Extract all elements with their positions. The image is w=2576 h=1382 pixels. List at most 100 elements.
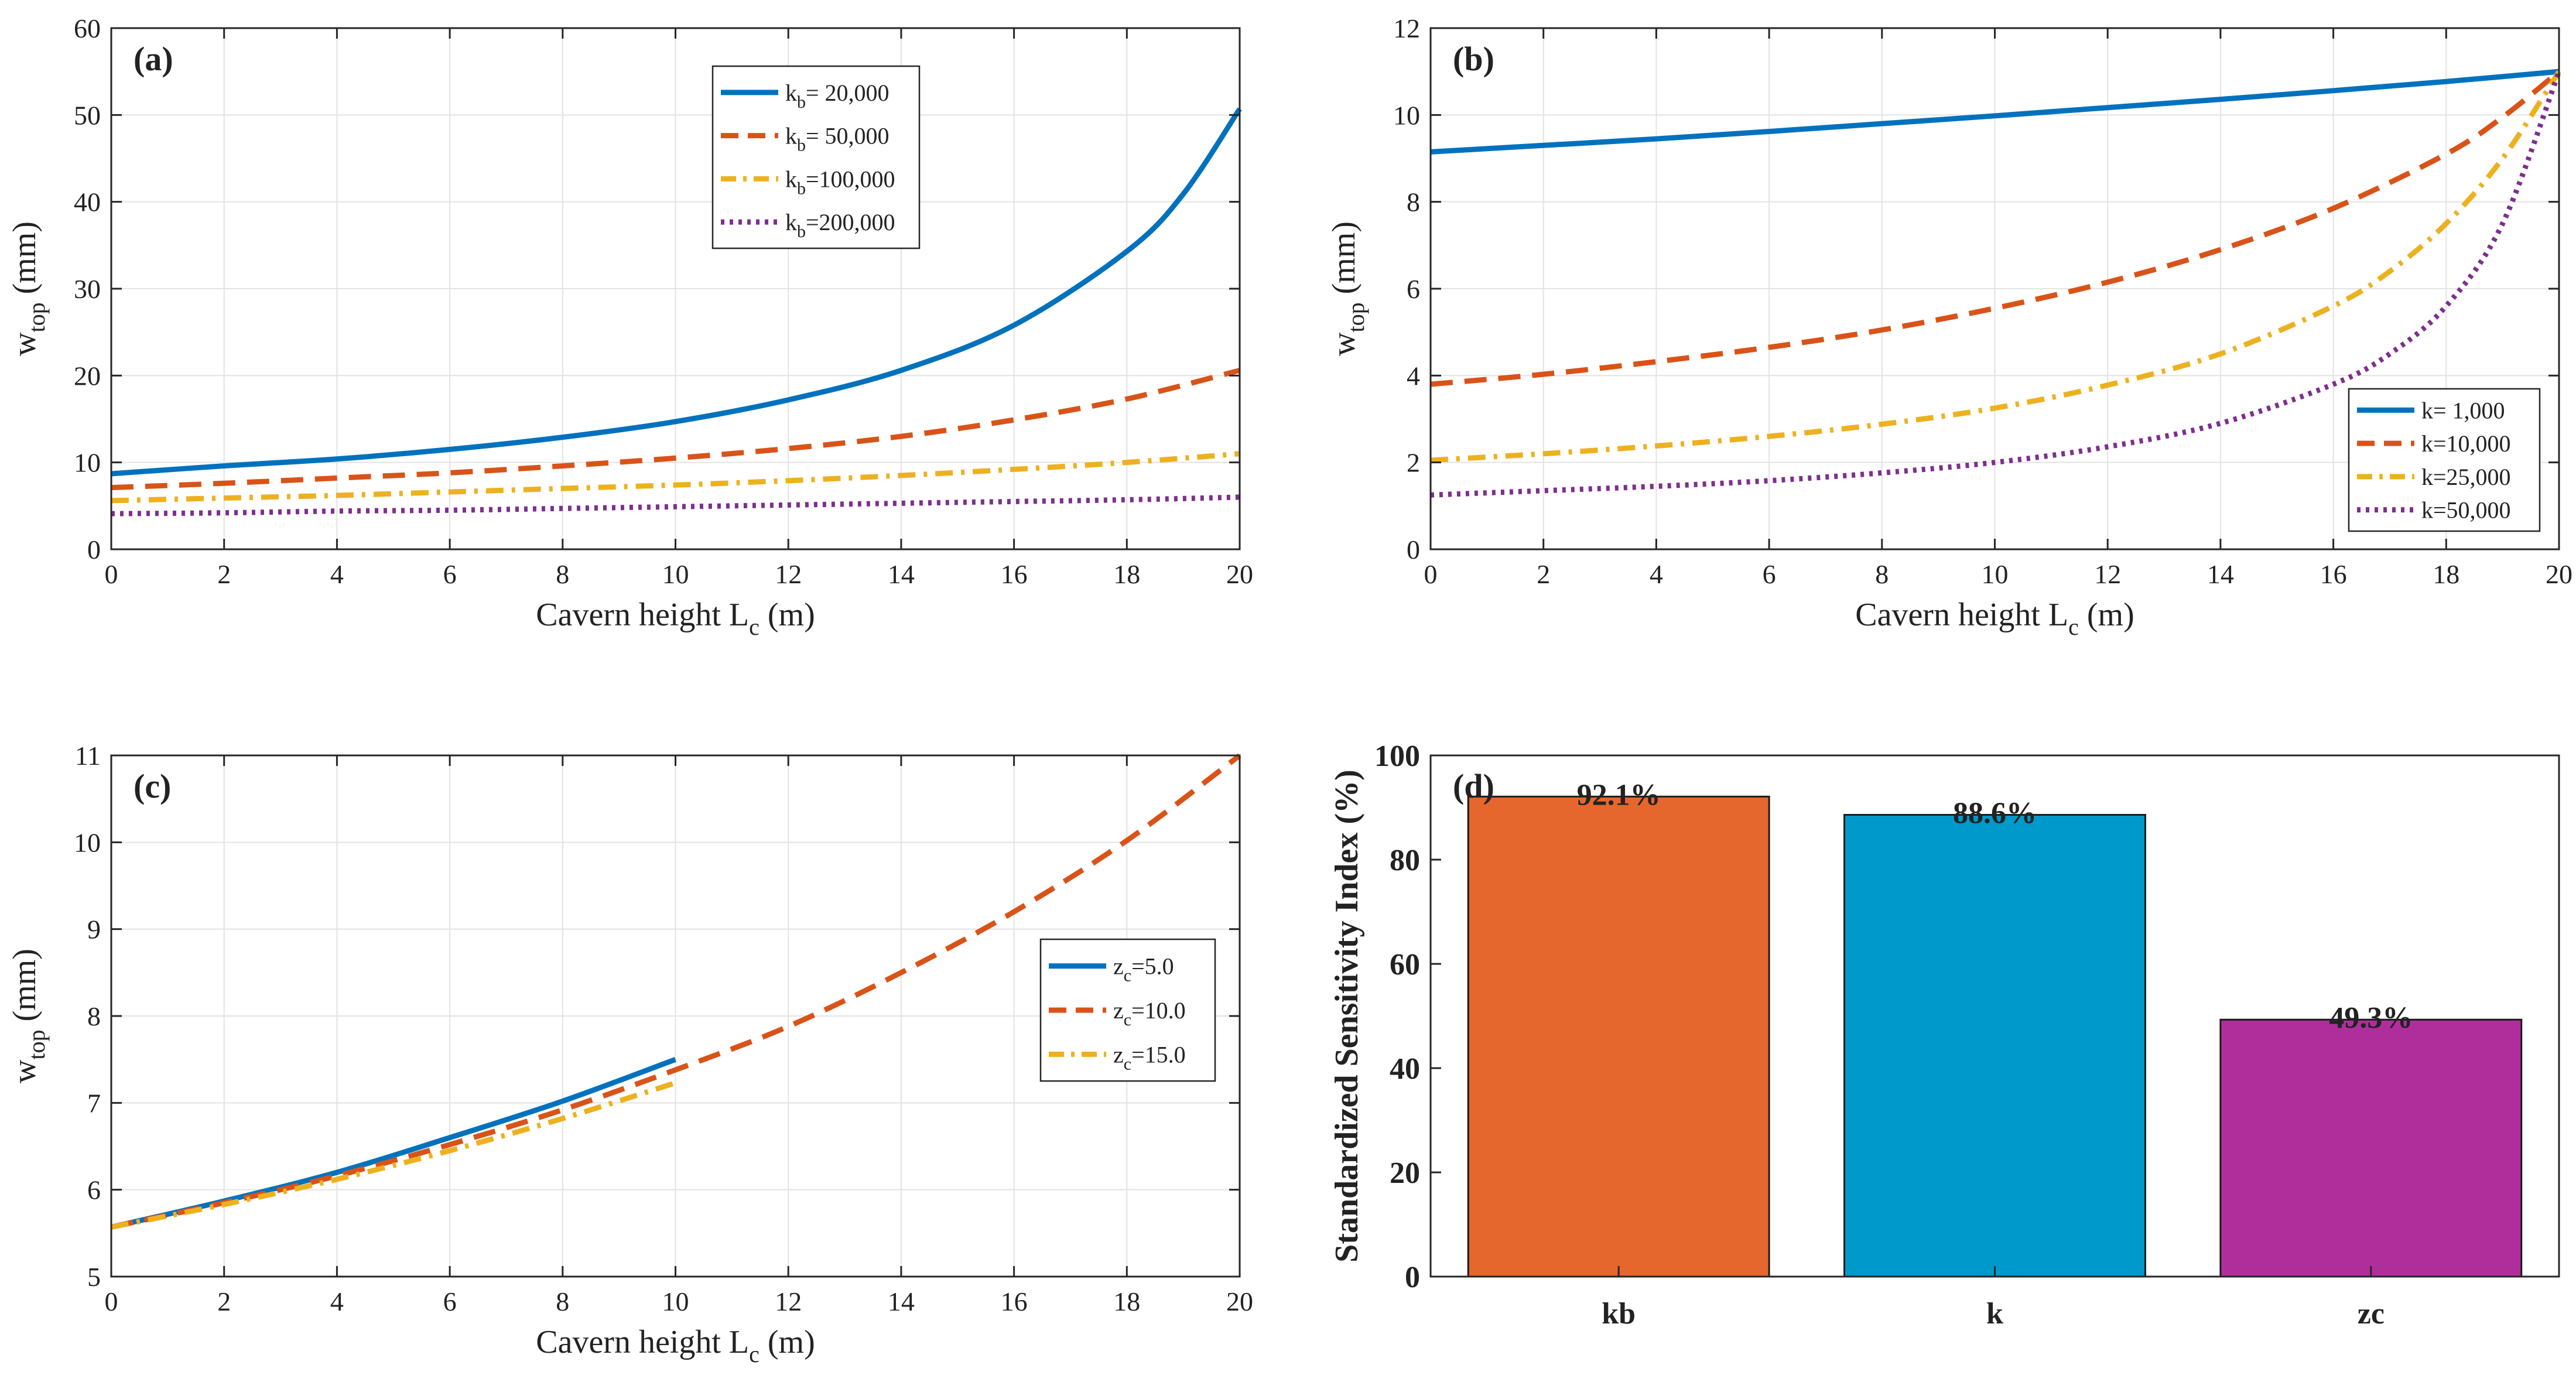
x-axis-label-part: (m): [2079, 597, 2134, 633]
legend-label-0-part: z: [1113, 953, 1124, 980]
y-axis-label-part: (mm): [6, 949, 43, 1029]
y-axis-label-part: top: [23, 302, 50, 332]
x-tick-label: 10: [662, 559, 689, 589]
y-tick-label: 0: [1405, 1261, 1420, 1294]
legend-label-2-part: z: [1113, 1041, 1124, 1068]
y-tick-label: 5: [87, 1262, 101, 1292]
legend-label-0-part: c: [1124, 966, 1131, 986]
legend-label-2-part: k: [785, 166, 797, 192]
legend-label-1-part: k: [785, 123, 797, 149]
x-tick-label: 4: [330, 559, 344, 589]
y-tick-label: 9: [87, 915, 101, 945]
panel-a: 0 2 4 6 8 10 12 14 16 18 20 0 10 20 30 40 50 60 Cavern hei…: [6, 13, 1253, 640]
y-axis-label-part: (mm): [6, 221, 43, 302]
y-tick-label: 100: [1374, 740, 1420, 773]
legend-box: [711, 65, 921, 249]
x-tick-label: 14: [888, 559, 915, 589]
y-tick-label: 0: [87, 535, 101, 565]
x-tick-label: 2: [1537, 559, 1550, 589]
x-tick-label: 16: [2320, 559, 2347, 589]
y-tick-label: 20: [1390, 1157, 1420, 1190]
y-tick-label: 6: [87, 1175, 101, 1205]
y-tick-label: 60: [1390, 948, 1420, 981]
x-tick-label: 18: [1113, 559, 1140, 589]
y-axis-label: wtop (mm): [6, 221, 50, 356]
y-tick-label: 10: [1393, 100, 1420, 130]
x-tick-label: 8: [556, 559, 569, 589]
x-tick-label: 0: [105, 1287, 118, 1316]
y-tick-label: 40: [1390, 1052, 1420, 1086]
x-tick-label: 12: [775, 1287, 802, 1316]
x-tick-label: 8: [556, 1287, 569, 1316]
x-axis-label-part: c: [2068, 614, 2079, 640]
x-axis-label-part: c: [749, 1341, 760, 1367]
x-tick-label: 12: [775, 559, 802, 589]
legend-label-1: zc=10.0: [1113, 997, 1186, 1029]
legend-label-0: zc=5.0: [1113, 953, 1174, 986]
x-tick-label: 0: [1424, 559, 1438, 589]
x-tick-label: 10: [1982, 559, 2009, 589]
x-tick-label: 20: [1226, 1287, 1253, 1316]
legend-label-0: kb= 20,000: [785, 80, 890, 112]
legend-label-1-part: =10.0: [1131, 997, 1186, 1024]
legend-label-1: kb= 50,000: [785, 123, 890, 155]
legend-label-0-part: = 20,000: [806, 80, 890, 106]
legend-box: [1039, 938, 1216, 1082]
y-tick-label: 10: [74, 448, 101, 478]
x-axis-label-part: Cavern height L: [536, 597, 749, 633]
x-tick-label: k: [1986, 1297, 2003, 1330]
y-tick-label: 8: [1407, 187, 1420, 217]
y-axis-label: wtop (mm): [6, 949, 50, 1083]
legend-label-0-part: k: [785, 80, 797, 106]
y-tick-label: 6: [1407, 274, 1420, 304]
series-line-2: [111, 451, 1240, 504]
panel-label: (c): [134, 767, 171, 805]
y-axis-label-part: top: [23, 1029, 50, 1059]
x-axis-label-part: Cavern height L: [536, 1324, 749, 1360]
legend-label-2-part: b: [797, 179, 806, 198]
x-tick-label: 14: [888, 1287, 915, 1316]
x-tick-label: 6: [443, 1287, 457, 1316]
x-tick-label: 16: [1001, 1287, 1028, 1316]
series-line-2: [1430, 70, 2561, 463]
x-axis-label-part: (m): [760, 597, 815, 633]
x-tick-label: 20: [1226, 559, 1253, 589]
bar-kb: [1467, 795, 1770, 1278]
bar-value-label: 49.3%: [2329, 1001, 2413, 1035]
x-axis-label: Cavern height Lc (m): [536, 1324, 815, 1367]
series-line-2: [111, 1080, 676, 1230]
x-tick-label: 20: [2546, 559, 2572, 589]
y-axis-label-part: w: [6, 332, 43, 356]
legend-label-2-part: =100,000: [806, 166, 895, 192]
legend-label-3: kb=200,000: [785, 209, 895, 241]
legend-label-3-part: =200,000: [806, 209, 895, 235]
x-tick-label: 16: [1001, 559, 1028, 589]
x-tick-label: 14: [2207, 559, 2234, 589]
y-axis-label: Standardized Sensitivity Index (%): [1329, 769, 1365, 1263]
series-line-3: [111, 494, 1240, 516]
series-line-0: [110, 1056, 677, 1230]
x-tick-label: 4: [1650, 559, 1663, 589]
legend-label-1-part: c: [1124, 1010, 1131, 1029]
legend-label-2-part: =15.0: [1131, 1041, 1186, 1068]
y-tick-label: 10: [74, 827, 101, 857]
x-tick-label: 12: [2094, 559, 2121, 589]
legend-label-0: k= 1,000: [2421, 397, 2505, 423]
x-tick-label: 18: [2433, 559, 2459, 589]
panel-b: 0 2 4 6 8 10 12 14 16 18 20 0 2 4 6 8 10 12 Cavern height …: [1326, 13, 2572, 640]
bar-value-label: 88.6%: [1953, 796, 2037, 830]
legend-label-2-part: c: [1124, 1054, 1131, 1073]
y-axis-label-part: (mm): [1326, 221, 1362, 302]
y-tick-label: 11: [75, 741, 101, 771]
y-tick-label: 80: [1390, 844, 1420, 877]
legend-label-2: zc=15.0: [1113, 1041, 1186, 1073]
x-tick-label: 6: [443, 559, 457, 589]
x-tick-label: 18: [1113, 1287, 1140, 1316]
legend-label-3-part: k: [785, 209, 797, 235]
legend-label-1-part: z: [1113, 997, 1124, 1024]
series-line-1: [111, 753, 1241, 1230]
legend-label-3: k=50,000: [2421, 497, 2511, 524]
panel-label: (b): [1453, 40, 1494, 78]
x-axis-label-part: Cavern height L: [1855, 597, 2068, 633]
panel-label: (a): [134, 40, 173, 78]
